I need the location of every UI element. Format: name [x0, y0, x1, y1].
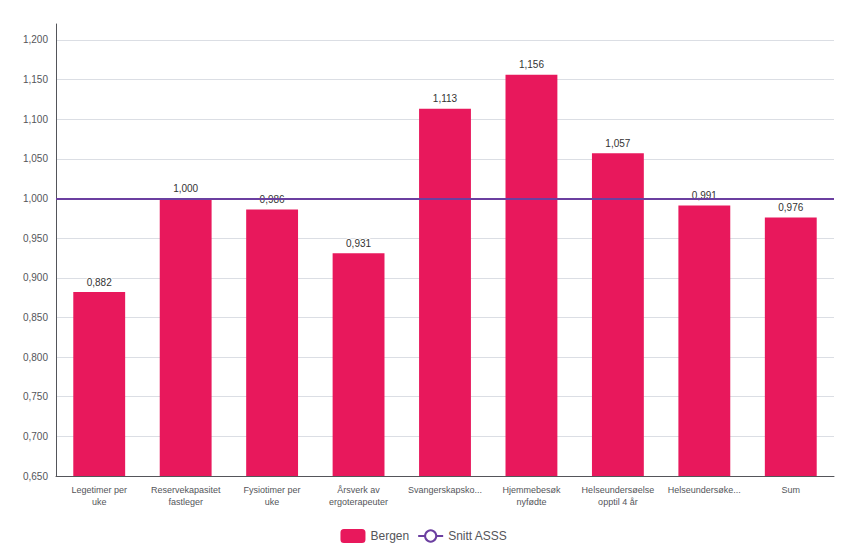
svg-text:uke: uke	[92, 497, 107, 507]
svg-text:0,700: 0,700	[23, 431, 48, 442]
svg-text:1,150: 1,150	[23, 74, 48, 85]
svg-text:0,950: 0,950	[23, 233, 48, 244]
svg-text:Legetimer per: Legetimer per	[71, 485, 127, 495]
svg-text:Årsverk av: Årsverk av	[337, 485, 380, 495]
svg-text:0,900: 0,900	[23, 272, 48, 283]
svg-text:opptil 4 år: opptil 4 år	[598, 497, 638, 507]
svg-text:Helseundersøelse: Helseundersøelse	[582, 485, 655, 495]
svg-text:1,156: 1,156	[519, 59, 544, 70]
svg-text:1,050: 1,050	[23, 153, 48, 164]
svg-text:Sum: Sum	[782, 485, 801, 495]
svg-text:1,000: 1,000	[23, 193, 48, 204]
svg-text:0,931: 0,931	[346, 238, 371, 249]
svg-text:0,650: 0,650	[23, 471, 48, 482]
svg-text:Fysiotimer per: Fysiotimer per	[244, 485, 301, 495]
svg-text:0,976: 0,976	[778, 202, 803, 213]
svg-text:1,113: 1,113	[433, 93, 458, 104]
svg-text:0,800: 0,800	[23, 352, 48, 363]
svg-text:Bergen: Bergen	[370, 529, 409, 543]
svg-text:1,200: 1,200	[23, 34, 48, 45]
svg-text:1,100: 1,100	[23, 114, 48, 125]
svg-text:0,750: 0,750	[23, 391, 48, 402]
svg-text:0,991: 0,991	[691, 190, 717, 202]
svg-text:Hjemmebesøk: Hjemmebesøk	[502, 485, 561, 495]
svg-text:ergoterapeuter: ergoterapeuter	[329, 497, 388, 507]
svg-text:Helseundersøke...: Helseundersøke...	[668, 485, 741, 495]
svg-text:Snitt ASSS: Snitt ASSS	[448, 529, 507, 543]
svg-text:1,057: 1,057	[605, 138, 630, 149]
svg-text:nyfødte: nyfødte	[516, 497, 546, 507]
svg-text:fastleger: fastleger	[168, 497, 203, 507]
svg-text:1,000: 1,000	[173, 183, 198, 194]
svg-text:0,850: 0,850	[23, 312, 48, 323]
svg-text:Svangerskapsko...: Svangerskapsko...	[408, 485, 482, 495]
svg-text:uke: uke	[265, 497, 280, 507]
svg-text:0,986: 0,986	[259, 194, 285, 206]
svg-text:Reservekapasitet: Reservekapasitet	[151, 485, 221, 495]
svg-text:0,882: 0,882	[87, 277, 112, 288]
